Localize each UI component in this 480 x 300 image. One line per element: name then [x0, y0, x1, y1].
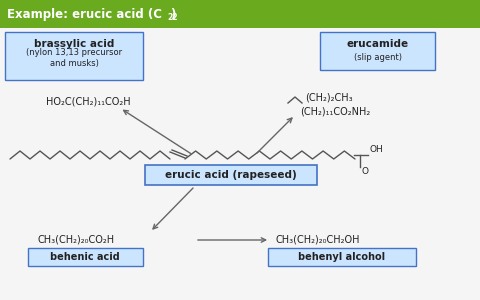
Text: (CH₂)₁₁CO₂NH₂: (CH₂)₁₁CO₂NH₂ — [300, 107, 370, 117]
FancyBboxPatch shape — [5, 32, 143, 80]
Text: erucamide: erucamide — [347, 39, 409, 49]
Text: behenyl alcohol: behenyl alcohol — [299, 252, 385, 262]
Text: O: O — [362, 167, 369, 176]
Text: CH₃(CH₂)₂₀CH₂OH: CH₃(CH₂)₂₀CH₂OH — [275, 235, 360, 245]
Text: (nylon 13,13 precursor
and musks): (nylon 13,13 precursor and musks) — [26, 48, 122, 68]
Text: brassylic acid: brassylic acid — [34, 39, 114, 49]
Text: ): ) — [170, 8, 175, 21]
Text: HO₂C(CH₂)₁₁CO₂H: HO₂C(CH₂)₁₁CO₂H — [46, 97, 130, 107]
Text: (slip agent): (slip agent) — [354, 52, 402, 62]
Text: 22: 22 — [167, 13, 178, 22]
FancyBboxPatch shape — [320, 32, 435, 70]
Text: Imperial College
London: Imperial College London — [413, 2, 476, 23]
Text: behenic acid: behenic acid — [50, 252, 120, 262]
FancyBboxPatch shape — [0, 0, 480, 28]
FancyBboxPatch shape — [28, 248, 143, 266]
Text: OH: OH — [369, 146, 383, 154]
FancyBboxPatch shape — [145, 165, 317, 185]
Text: Example: erucic acid (C: Example: erucic acid (C — [7, 8, 162, 21]
Text: CH₃(CH₂)₂₀CO₂H: CH₃(CH₂)₂₀CO₂H — [38, 235, 115, 245]
FancyBboxPatch shape — [268, 248, 416, 266]
Text: (CH₂)₂CH₃: (CH₂)₂CH₃ — [305, 92, 353, 102]
Text: erucic acid (rapeseed): erucic acid (rapeseed) — [165, 170, 297, 180]
